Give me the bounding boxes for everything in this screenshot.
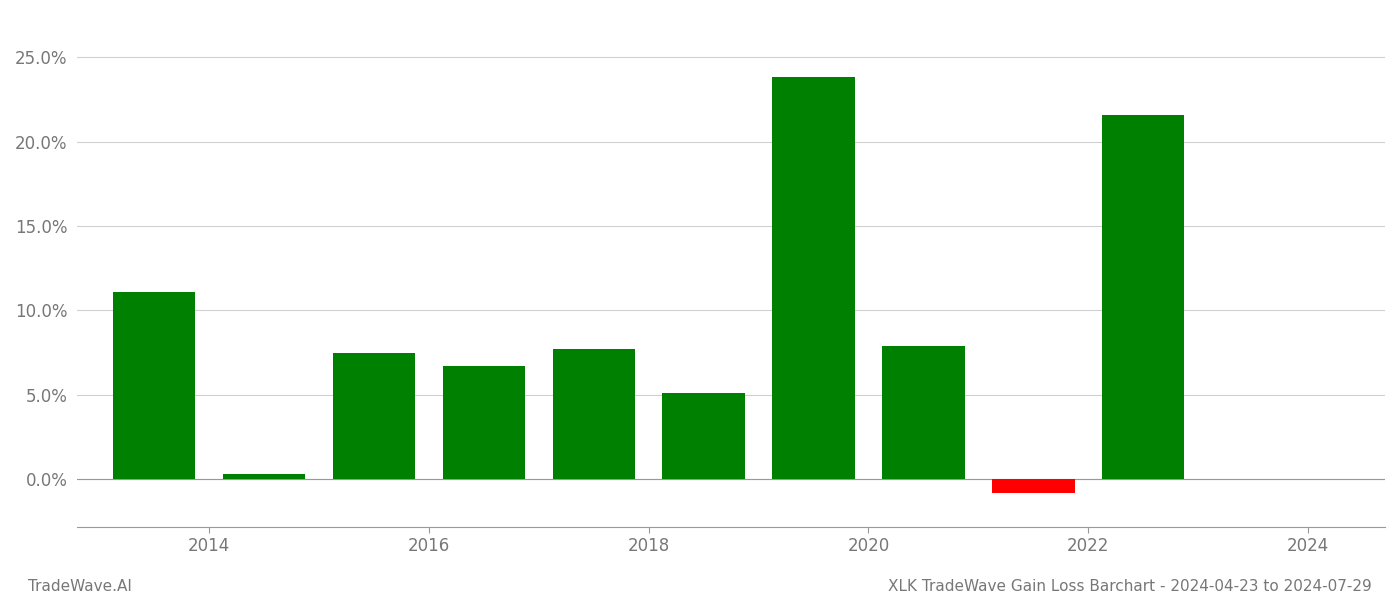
Bar	[882, 346, 965, 479]
Text: XLK TradeWave Gain Loss Barchart - 2024-04-23 to 2024-07-29: XLK TradeWave Gain Loss Barchart - 2024-…	[888, 579, 1372, 594]
Bar	[662, 393, 745, 479]
Bar	[113, 292, 196, 479]
Bar	[1102, 115, 1184, 479]
Bar	[553, 349, 636, 479]
Bar	[773, 77, 855, 479]
Text: TradeWave.AI: TradeWave.AI	[28, 579, 132, 594]
Bar	[442, 366, 525, 479]
Bar	[993, 479, 1075, 493]
Bar	[333, 353, 416, 479]
Bar	[223, 474, 305, 479]
